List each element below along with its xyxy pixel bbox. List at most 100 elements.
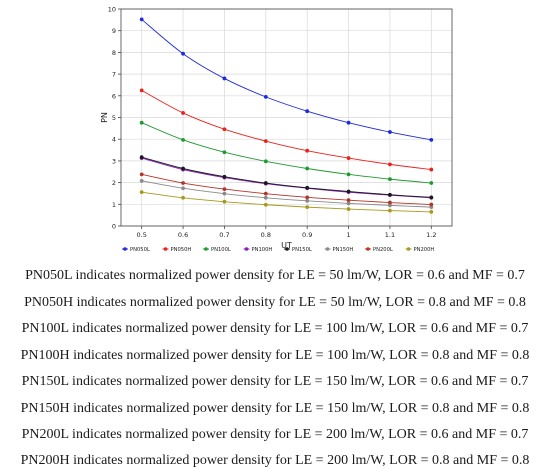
series-line-pn050h [141,89,432,171]
data-point-pn200l [305,195,310,200]
caption-pn100h: PN100H indicates normalized power densit… [20,348,530,363]
caption-pn150h: PN150H indicates normalized power densit… [20,401,530,416]
data-point-pn150l [222,174,227,179]
data-point-pn200h [305,205,310,210]
data-point-pn150l [263,181,268,185]
line-chart: 0 1 2 3 4 5 6 7 8 9 10 0.5 0.6 0.7 0.8 0.9 1 1.1 1.2 UT PN… [100,6,453,253]
y-tick-label: 0 [112,223,116,231]
legend-marker-pn200l [366,247,370,251]
legend: PN050L PN050H PN100L PN100H PN150L PN150H PN20… [122,247,434,253]
x-tick-label: 0.7 [219,231,229,239]
data-point-pn150h [139,178,144,183]
y-tick-label: 6 [112,92,116,100]
caption-pn200h: PN200H indicates normalized power densit… [20,453,530,468]
data-point-pn200h [263,202,268,207]
y-tick-label: 9 [112,27,116,35]
data-point-pn050h [346,156,351,160]
x-tick-label: 0.6 [178,231,188,239]
legend-marker-pn050l [123,247,127,251]
data-point-pn150h [346,201,351,206]
data-point-pn200l [346,198,351,203]
legend-label-pn200h: PN200H [414,247,435,253]
data-point-pn150h [388,203,392,208]
data-point-pn150l [305,185,310,190]
caption-pn050l: PN050L indicates normalized power densit… [25,268,525,283]
data-point-pn200h [139,190,144,195]
legend-label-pn150l: PN150L [292,247,312,253]
series-line-pn200h [141,191,432,213]
legend-label-pn100l: PN100L [211,247,231,253]
data-point-pn050l [388,130,392,134]
legend-marker-pn150l [285,247,289,251]
series-line-pn100l [141,122,432,184]
data-point-pn050l [346,120,351,125]
x-tick-label: 1 [346,231,350,239]
data-point-pn200l [181,181,185,185]
data-point-pn050l [222,76,227,81]
legend-label-pn150h: PN150H [333,247,354,253]
data-point-pn200l [222,187,227,192]
series-line-pn150l [141,156,432,198]
data-point-pn150l [139,155,144,160]
data-point-pn050h [305,148,310,153]
data-point-pn150l [388,192,392,197]
legend-marker-pn200h [406,247,411,251]
y-tick-label: 2 [112,179,116,187]
data-point-pn100l [388,177,392,182]
y-tick-label: 7 [112,71,116,79]
data-point-pn100l [222,150,227,155]
data-point-pn150l [181,166,185,171]
data-point-pn050h [181,111,185,115]
data-point-pn200h [429,209,434,214]
data-point-pn100l [181,137,185,142]
grid-lines [121,8,452,227]
caption-pn150l: PN150L indicates normalized power densit… [21,374,529,389]
data-point-pn150h [222,191,227,196]
x-tick-label: 1.1 [385,231,395,239]
legend-marker-pn100l [204,247,208,251]
y-tick-label: 8 [112,49,116,57]
data-point-pn100l [305,166,310,171]
caption-pn200l: PN200L indicates normalized power densit… [21,427,529,442]
legend-label-pn050l: PN050L [130,247,150,253]
data-point-pn200l [263,191,268,196]
data-point-pn100l [139,120,144,125]
data-point-pn050l [139,17,144,22]
data-point-pn200h [388,208,392,213]
data-point-pn100l [346,172,351,177]
x-tick-label: 0.5 [137,231,147,239]
data-point-pn050l [305,109,310,114]
data-point-pn150h [429,205,434,210]
x-tick-label: 0.8 [261,231,271,239]
data-point-pn050h [263,139,268,144]
data-point-pn050h [388,162,392,167]
data-point-pn150l [429,195,434,200]
caption-pn100l: PN100L indicates normalized power densit… [21,321,529,336]
y-tick-label: 5 [112,114,116,122]
legend-label-pn200l: PN200L [373,247,393,253]
data-point-pn200l [139,172,144,177]
legend-label-pn050h: PN050H [171,247,192,253]
y-axis-label: PN [100,112,109,123]
data-point-pn050h [222,127,227,132]
x-tick-label: 0.9 [302,231,312,239]
data-point-pn150h [305,198,310,203]
x-tick-label: 1.2 [426,231,436,239]
data-point-pn150l [346,189,351,194]
data-point-pn050h [429,167,434,172]
legend-marker-pn100h [244,247,249,251]
data-point-pn200h [181,195,185,200]
caption-pn050h: PN050H indicates normalized power densit… [24,295,526,310]
x-axis-label: UT [281,241,292,250]
legend-marker-pn150h [325,247,330,251]
data-point-pn200h [346,207,351,211]
y-tick-label: 4 [112,136,116,144]
data-point-pn100l [429,181,434,185]
data-point-pn200l [429,202,434,207]
data-point-pn050l [181,51,185,56]
data-point-pn100l [263,159,268,164]
y-tick-label: 1 [112,201,116,209]
series-line-pn050l [141,19,432,141]
series-line-pn100h [141,157,432,199]
y-tick-label: 10 [108,6,116,14]
